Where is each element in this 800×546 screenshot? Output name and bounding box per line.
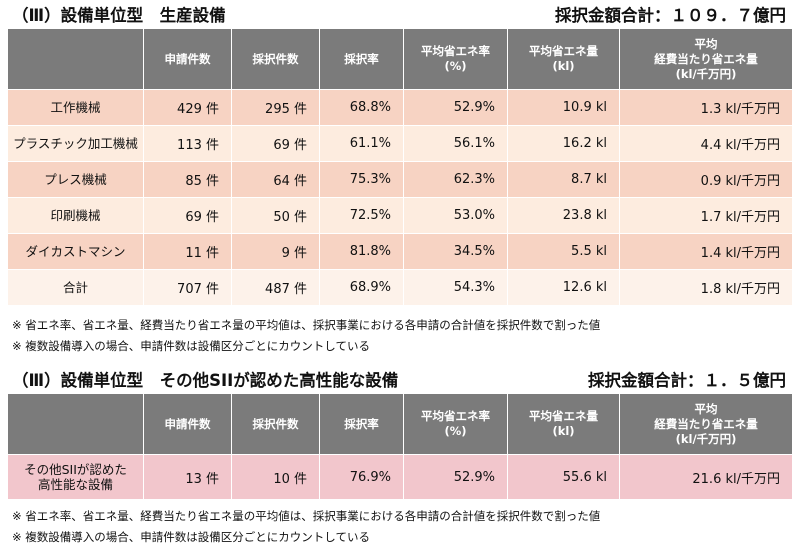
adoption-rate-cell: 81.8% — [320, 234, 404, 270]
avg-saving-amount-cell: 8.7 kl — [508, 162, 620, 198]
avg-saving-rate-cell: 56.1% — [404, 126, 508, 162]
header-avg-saving-rate: 平均省エネ率 (%) — [404, 29, 508, 90]
section1-title: （Ⅲ）設備単位型 生産設備 — [12, 6, 226, 25]
avg-saving-rate-cell: 52.9% — [404, 455, 508, 500]
section1-table-row: 印刷機械 69 件 50 件 72.5% 53.0% 23.8 kl 1.7 kl/千万円 — [8, 198, 792, 234]
adoptions-cell: 69 件 — [232, 126, 320, 162]
header-adoptions-label: 採択件数 — [252, 416, 299, 431]
adoptions-cell: 10 件 — [232, 455, 320, 500]
adoption-rate-cell: 68.8% — [320, 90, 404, 126]
row-label: 工作機械 — [8, 90, 144, 126]
avg-saving-amount-cell: 5.5 kl — [508, 234, 620, 270]
section1-header-row: 申請件数 採択件数 採択率 平均省エネ率 (%) 平均省エネ量 (kl) 平均 … — [8, 29, 792, 90]
row-label: その他SIIが認めた 高性能な設備 — [8, 455, 144, 500]
avg-saving-rate-cell: 53.0% — [404, 198, 508, 234]
avg-saving-per-cost-cell: 4.4 kl/千万円 — [620, 126, 792, 162]
avg-saving-per-cost-cell: 1.8 kl/千万円 — [620, 270, 792, 306]
header-avg-saving-amount: 平均省エネ量 (kl) — [508, 394, 620, 455]
avg-saving-per-cost-cell: 1.3 kl/千万円 — [620, 90, 792, 126]
adoptions-cell: 64 件 — [232, 162, 320, 198]
header-adoption-rate: 採択率 — [320, 394, 404, 455]
section1-table-row: 工作機械 429 件 295 件 68.8% 52.9% 10.9 kl 1.3 kl/千万… — [8, 90, 792, 126]
applications-cell: 85 件 — [144, 162, 232, 198]
section1-table: 申請件数 採択件数 採択率 平均省エネ率 (%) 平均省エネ量 (kl) 平均 … — [8, 29, 792, 306]
avg-saving-per-cost-cell: 21.6 kl/千万円 — [620, 455, 792, 500]
avg-saving-per-cost-cell: 0.9 kl/千万円 — [620, 162, 792, 198]
avg-saving-amount-cell: 23.8 kl — [508, 198, 620, 234]
avg-saving-amount-cell: 16.2 kl — [508, 126, 620, 162]
section1-total: 採択金額合計：１０９．７億円 — [555, 6, 786, 25]
section2-note-2: ※ 複数設備導入の場合、申請件数は設備区分ごとにカウントしている — [12, 530, 370, 544]
avg-saving-amount-cell: 12.6 kl — [508, 270, 620, 306]
header-empty — [8, 29, 144, 90]
header-adoption-rate: 採択率 — [320, 29, 404, 90]
header-applications: 申請件数 — [144, 29, 232, 90]
header-avg-saving-rate: 平均省エネ率 (%) — [404, 394, 508, 455]
adoption-rate-cell: 68.9% — [320, 270, 404, 306]
adoptions-cell: 295 件 — [232, 90, 320, 126]
row-label: 印刷機械 — [8, 198, 144, 234]
header-avg-saving-amount: 平均省エネ量 (kl) — [508, 29, 620, 90]
avg-saving-rate-cell: 52.9% — [404, 90, 508, 126]
section1-note-1: ※ 省エネ率、省エネ量、経費当たり省エネ量の平均値は、採択事業における各申請の合… — [12, 318, 601, 332]
applications-cell: 11 件 — [144, 234, 232, 270]
header-adoption-rate-label: 採択率 — [344, 51, 379, 66]
section1-table-row: プレス機械 85 件 64 件 75.3% 62.3% 8.7 kl 0.9 kl/千万円 — [8, 162, 792, 198]
header-adoptions-label: 採択件数 — [252, 51, 299, 66]
row-label: プラスチック加工機械 — [8, 126, 144, 162]
section2-title: （Ⅲ）設備単位型 その他SIIが認めた高性能な設備 — [12, 371, 399, 390]
section2-total: 採択金額合計：１．５億円 — [588, 371, 786, 390]
header-adoptions: 採択件数 — [232, 394, 320, 455]
applications-cell: 113 件 — [144, 126, 232, 162]
avg-saving-rate-cell: 62.3% — [404, 162, 508, 198]
adoption-rate-cell: 76.9% — [320, 455, 404, 500]
header-applications-label: 申請件数 — [164, 416, 211, 431]
header-adoptions: 採択件数 — [232, 29, 320, 90]
avg-saving-rate-cell: 54.3% — [404, 270, 508, 306]
adoptions-cell: 9 件 — [232, 234, 320, 270]
avg-saving-per-cost-cell: 1.7 kl/千万円 — [620, 198, 792, 234]
section1-table-row: プラスチック加工機械 113 件 69 件 61.1% 56.1% 16.2 kl 4.4 … — [8, 126, 792, 162]
section1-table-row: 合計 707 件 487 件 68.9% 54.3% 12.6 kl 1.8 kl/千万円 — [8, 270, 792, 306]
header-avg-saving-per-cost: 平均 経費当たり省エネ量 (kl/千万円) — [620, 29, 792, 90]
adoptions-cell: 50 件 — [232, 198, 320, 234]
section2-header-row: 申請件数 採択件数 採択率 平均省エネ率 (%) 平均省エネ量 (kl) 平均 … — [8, 394, 792, 455]
avg-saving-amount-cell: 10.9 kl — [508, 90, 620, 126]
applications-cell: 69 件 — [144, 198, 232, 234]
avg-saving-amount-cell: 55.6 kl — [508, 455, 620, 500]
header-applications: 申請件数 — [144, 394, 232, 455]
applications-cell: 707 件 — [144, 270, 232, 306]
applications-cell: 13 件 — [144, 455, 232, 500]
section1-note-2: ※ 複数設備導入の場合、申請件数は設備区分ごとにカウントしている — [12, 339, 370, 353]
section2-table: 申請件数 採択件数 採択率 平均省エネ率 (%) 平均省エネ量 (kl) 平均 … — [8, 394, 792, 500]
header-avg-saving-per-cost: 平均 経費当たり省エネ量 (kl/千万円) — [620, 394, 792, 455]
applications-cell: 429 件 — [144, 90, 232, 126]
section2-table-row: その他SIIが認めた 高性能な設備 13 件 10 件 76.9% 52.9% 55.6 … — [8, 455, 792, 500]
header-adoption-rate-label: 採択率 — [344, 416, 379, 431]
row-label: 合計 — [8, 270, 144, 306]
avg-saving-per-cost-cell: 1.4 kl/千万円 — [620, 234, 792, 270]
adoptions-cell: 487 件 — [232, 270, 320, 306]
header-applications-label: 申請件数 — [164, 51, 211, 66]
header-empty — [8, 394, 144, 455]
avg-saving-rate-cell: 34.5% — [404, 234, 508, 270]
section2-note-1: ※ 省エネ率、省エネ量、経費当たり省エネ量の平均値は、採択事業における各申請の合… — [12, 509, 601, 523]
row-label: ダイカストマシン — [8, 234, 144, 270]
adoption-rate-cell: 72.5% — [320, 198, 404, 234]
row-label: プレス機械 — [8, 162, 144, 198]
adoption-rate-cell: 61.1% — [320, 126, 404, 162]
adoption-rate-cell: 75.3% — [320, 162, 404, 198]
